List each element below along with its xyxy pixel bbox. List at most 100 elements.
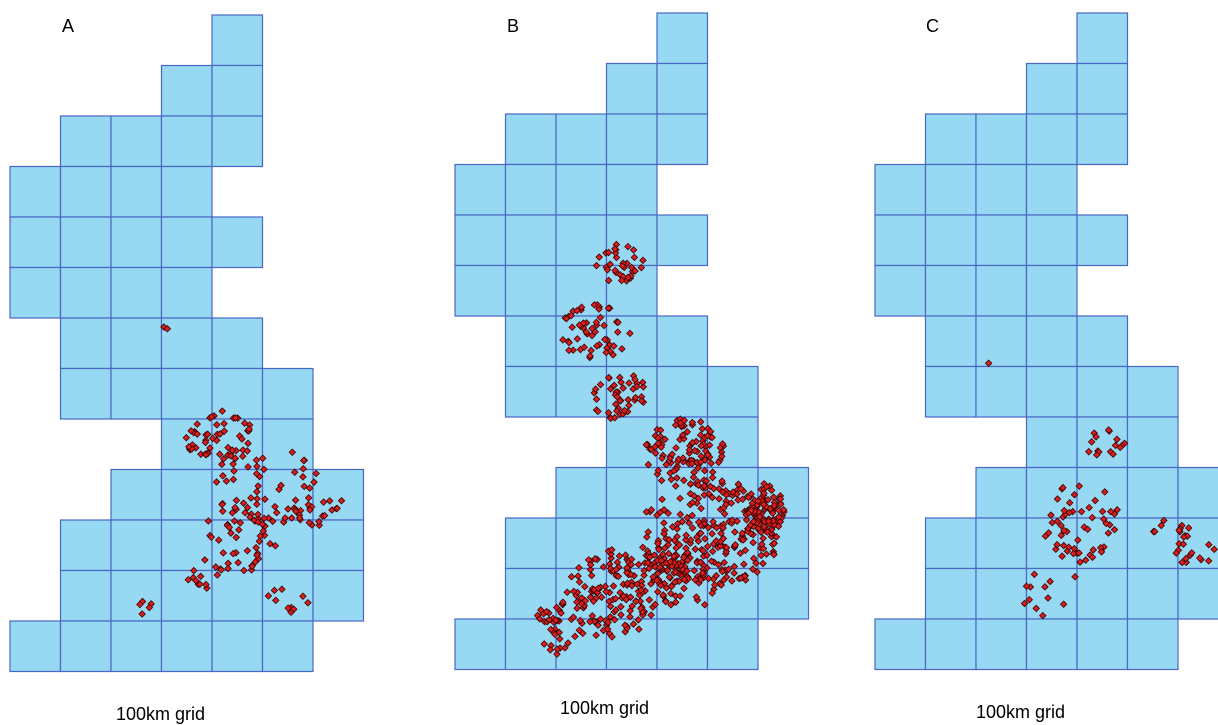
record-point [1087,438,1096,446]
record-point [567,572,576,581]
record-point [671,578,679,586]
record-point [575,626,584,634]
record-point [667,582,676,591]
record-point [683,513,691,522]
record-point [712,571,720,580]
record-point [688,524,697,532]
record-point [1058,552,1066,560]
record-point [715,484,723,493]
grid-cell [924,163,977,216]
record-point [594,407,602,416]
record-point [654,588,662,596]
record-point [614,318,622,327]
record-point [606,385,615,393]
record-point [651,562,659,571]
record-point [662,460,670,469]
record-point [748,499,757,507]
grid-cell [1025,62,1078,115]
record-point [610,616,619,624]
record-point [1053,540,1061,549]
record-point [617,611,625,619]
grid-cell [9,620,62,673]
record-point [219,549,228,557]
record-point [718,567,727,576]
record-point [281,514,289,522]
grid-cell [454,264,507,317]
grid-cell [9,216,62,269]
record-point [215,450,224,458]
grid-cell [312,468,365,521]
record-point [718,440,727,448]
record-point [617,378,625,387]
record-point [632,597,640,606]
record-point [720,558,728,567]
record-point [612,400,620,409]
record-point [701,534,709,543]
record-point [219,455,228,463]
grid-cell [874,618,927,671]
record-point [582,328,591,336]
record-point [626,613,634,621]
grid-cell [59,115,112,168]
record-point [253,462,261,471]
grid-cell [160,115,213,168]
record-point [1204,557,1213,565]
grid-cell [504,163,557,216]
grid-cell [975,618,1028,671]
record-point [315,517,323,526]
record-point [1065,498,1074,507]
record-point [325,497,334,505]
record-point [240,419,249,427]
grid-cell [1025,618,1078,671]
grid-cell [924,618,977,671]
record-point [697,504,705,513]
record-point [701,456,709,464]
record-point [272,508,281,517]
record-point [759,559,767,568]
grid-cell [1076,214,1129,267]
record-point [658,495,666,504]
grid-cell [975,315,1028,368]
record-point [665,573,674,581]
record-point [1113,435,1121,444]
record-point [762,483,771,491]
record-point [661,597,670,606]
record-point [218,500,226,509]
record-point [567,311,575,320]
record-point [625,401,633,410]
grid-cell [1076,365,1129,418]
record-point [1104,426,1113,434]
record-point [552,616,560,625]
record-point [604,618,612,627]
record-point [611,249,620,257]
record-point [774,513,783,521]
record-point [575,563,583,572]
record-point [679,454,687,462]
record-point [588,331,596,340]
record-point [563,588,571,597]
panel-a-label: A [62,16,75,36]
record-point [224,564,232,573]
record-point [664,509,672,518]
record-point [660,529,668,538]
record-point [259,527,268,535]
record-point [551,630,559,639]
grid-cell [211,620,264,673]
record-point [644,460,653,469]
record-point [718,452,726,461]
record-point [608,633,616,641]
record-point [238,452,247,460]
record-point [644,528,652,536]
record-point [698,569,707,577]
record-point [660,506,668,514]
record-point [604,248,613,257]
record-point [749,538,757,547]
record-point [673,525,681,533]
grid-cell [454,618,507,671]
grid-cell [975,466,1028,519]
record-point [299,465,308,473]
record-point [312,469,320,478]
record-point [657,556,666,565]
record-point [229,549,237,558]
